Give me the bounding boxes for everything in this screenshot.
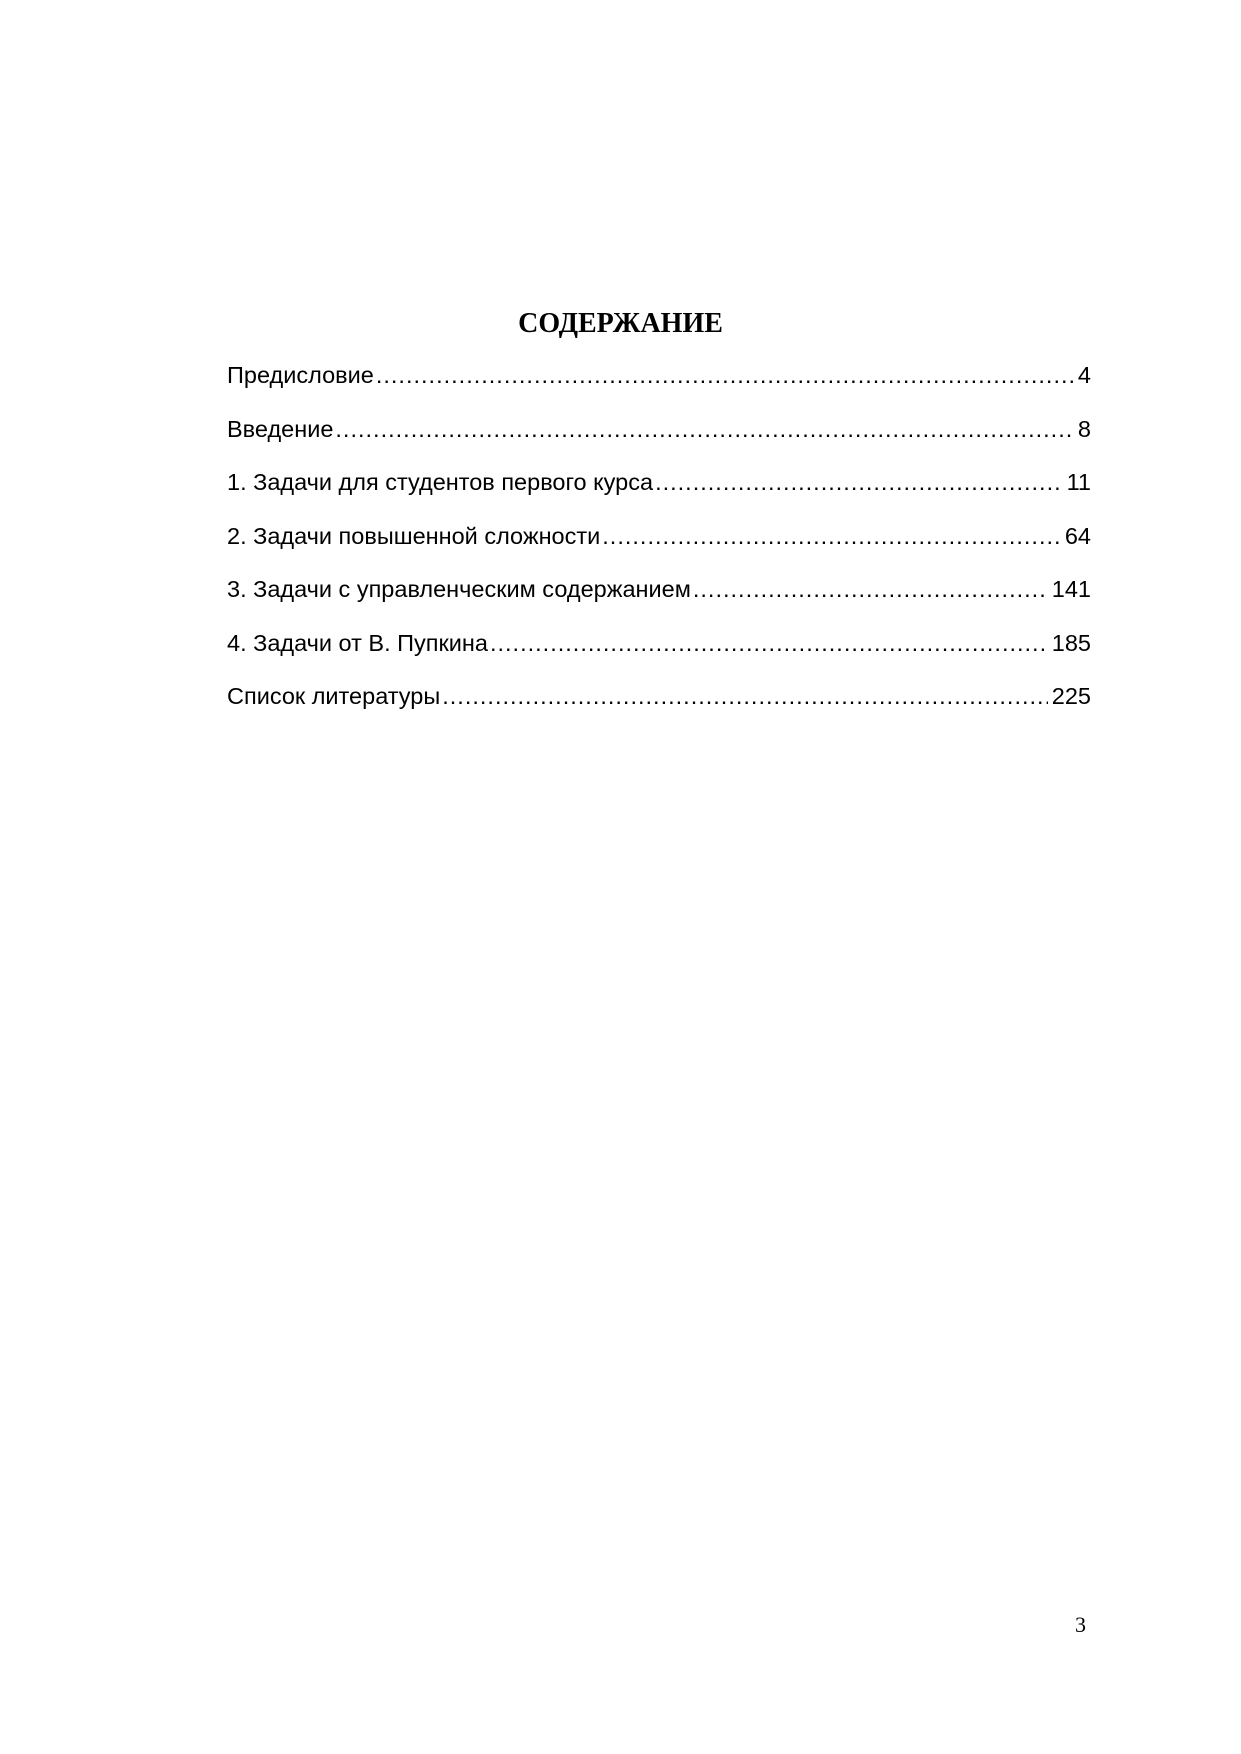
- toc-entry-page: 185: [1051, 629, 1091, 656]
- toc-entry[interactable]: Введение 8: [227, 416, 1091, 470]
- toc-entry-page: 141: [1051, 576, 1091, 602]
- dot-leader: [693, 576, 1048, 603]
- page-number: 3: [1075, 1612, 1086, 1637]
- toc-entry-label: 3. Задачи с управленческим содержанием: [227, 576, 691, 602]
- toc-entry-page: 4: [1077, 362, 1091, 388]
- dot-leader: [376, 362, 1074, 389]
- dot-leader: [602, 523, 1061, 550]
- toc-entry-page: 11: [1066, 469, 1091, 495]
- toc-entry[interactable]: 2. Задачи повышенной сложности 64: [227, 523, 1091, 577]
- toc-entry-page: 225: [1051, 683, 1091, 709]
- toc-entry[interactable]: Список литературы 225: [227, 683, 1091, 737]
- toc-entry-page: 64: [1064, 522, 1091, 549]
- table-of-contents: Предисловие 4 Введение 8 1. Задачи для с…: [227, 362, 1091, 737]
- toc-entry-label: 4. Задачи от В. Пупкина: [227, 629, 488, 656]
- toc-entry-label: Список литературы: [227, 683, 441, 709]
- toc-entry[interactable]: Предисловие 4: [227, 362, 1091, 416]
- dot-leader: [335, 416, 1074, 443]
- dot-leader: [655, 469, 1063, 496]
- page-title: СОДЕРЖАНИЕ: [518, 308, 723, 339]
- toc-entry[interactable]: 3. Задачи с управленческим содержанием 1…: [227, 576, 1091, 630]
- toc-entry-page: 8: [1077, 415, 1091, 442]
- toc-entry-label: Предисловие: [227, 362, 374, 388]
- toc-entry[interactable]: 1. Задачи для студентов первого курса 11: [227, 469, 1091, 523]
- dot-leader: [490, 630, 1048, 657]
- dot-leader: [442, 683, 1048, 710]
- toc-entry-label: 1. Задачи для студентов первого курса: [227, 469, 654, 495]
- toc-entry-label: Введение: [227, 415, 334, 442]
- toc-entry-label: 2. Задачи повышенной сложности: [227, 522, 601, 549]
- toc-entry[interactable]: 4. Задачи от В. Пупкина 185: [227, 630, 1091, 684]
